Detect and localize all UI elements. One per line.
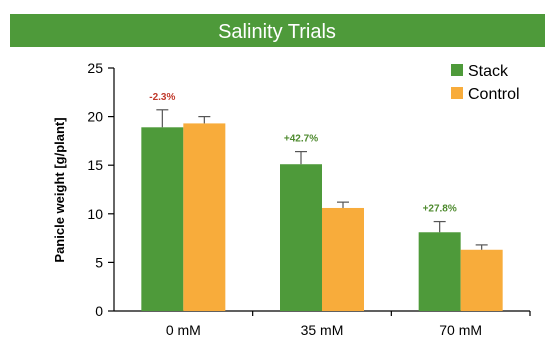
annotations: -2.3% +42.7% +27.8% (149, 92, 457, 215)
y-tick-label: 0 (95, 303, 103, 319)
legend-swatch-control (451, 87, 463, 99)
title-bar-background (10, 14, 545, 47)
y-tick-label: 20 (87, 109, 103, 125)
y-tick-label: 10 (87, 206, 103, 222)
legend-label-stack: Stack (468, 63, 509, 80)
bar-control (460, 249, 503, 311)
x-tick-label: 70 mM (439, 322, 482, 338)
bar-stack (418, 232, 461, 311)
bar-stack (280, 164, 322, 311)
percent-annotation: -2.3% (149, 92, 175, 103)
y-tick-label: 15 (87, 157, 103, 173)
y-tick-label: 5 (95, 254, 103, 270)
percent-annotation: +27.8% (423, 204, 457, 215)
legend-label-control: Control (468, 86, 520, 103)
x-tick-label: 0 mM (166, 322, 201, 338)
bar-control (183, 123, 226, 312)
y-tick-label: 25 (87, 60, 103, 76)
bars (141, 109, 503, 312)
chart-title-bar: Salinity Trials (10, 14, 545, 47)
bar-control (322, 207, 364, 311)
legend: Stack Control (451, 63, 520, 103)
percent-annotation: +42.7% (284, 134, 318, 145)
x-tick-label: 35 mM (301, 322, 344, 338)
chart-title: Salinity Trials (218, 21, 336, 43)
bar-stack (141, 127, 184, 312)
y-axis-label: Panicle weight [g/plant] (52, 117, 67, 262)
legend-swatch-stack (451, 64, 463, 76)
